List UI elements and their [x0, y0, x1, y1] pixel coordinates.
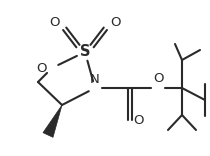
Polygon shape [43, 105, 62, 137]
Text: S: S [80, 44, 90, 59]
Text: O: O [133, 114, 143, 127]
Text: N: N [90, 73, 100, 86]
Text: O: O [153, 72, 163, 85]
Text: O: O [50, 15, 60, 29]
Text: O: O [110, 15, 121, 29]
Text: O: O [37, 61, 47, 75]
